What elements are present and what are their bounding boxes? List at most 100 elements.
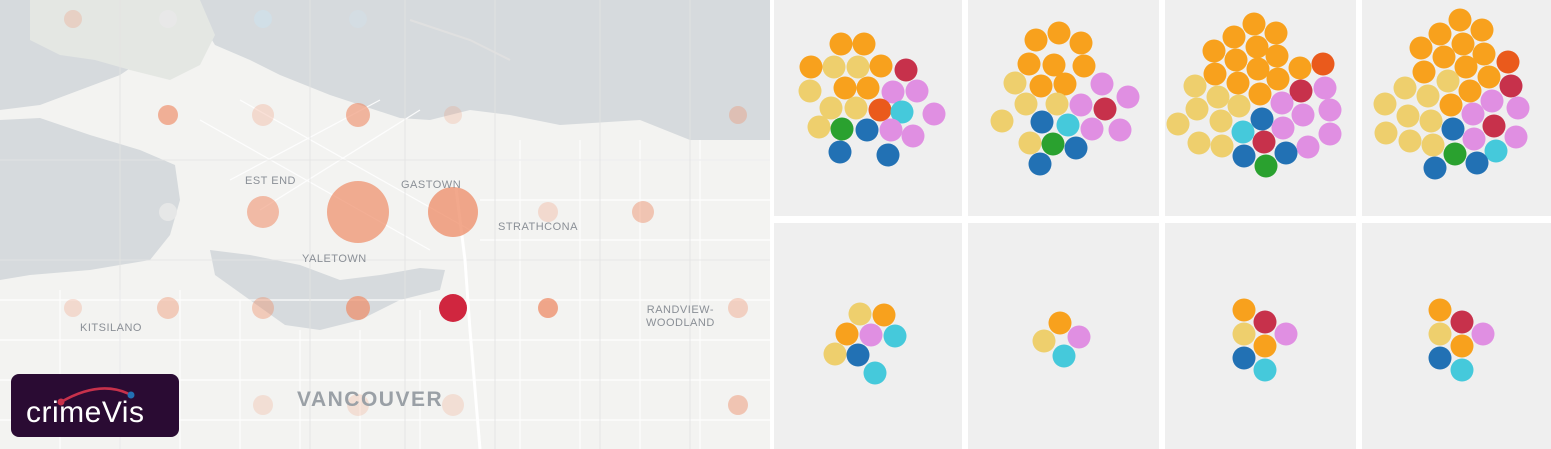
crime-marker[interactable] (327, 181, 389, 243)
cluster-bubble[interactable] (1465, 151, 1489, 175)
cluster-bubble[interactable] (894, 58, 918, 82)
cluster-bubble[interactable] (876, 143, 900, 167)
cluster-bubble[interactable] (1032, 329, 1056, 353)
crime-marker[interactable] (159, 10, 177, 28)
cluster-bubble[interactable] (1029, 74, 1053, 98)
cluster-bubble[interactable] (1069, 93, 1093, 117)
cluster-bubble[interactable] (127, 391, 135, 399)
cluster-bubble[interactable] (1428, 346, 1452, 370)
cluster-bubble[interactable] (1482, 114, 1506, 138)
cluster-bubble[interactable] (1108, 118, 1132, 142)
cluster-bubble[interactable] (1254, 154, 1278, 178)
cluster-bubble[interactable] (1248, 82, 1272, 106)
cluster-bubble[interactable] (1274, 322, 1298, 346)
cluster-bubble[interactable] (1409, 36, 1433, 60)
cluster-bubble[interactable] (1018, 131, 1042, 155)
cluster-bubble[interactable] (1245, 35, 1269, 59)
cluster-bubble[interactable] (1264, 21, 1288, 45)
cluster-bubble[interactable] (822, 55, 846, 79)
cluster-bubble[interactable] (1206, 85, 1230, 109)
cluster-bubble[interactable] (1202, 39, 1226, 63)
cluster-bubble[interactable] (855, 118, 879, 142)
cluster-bubble[interactable] (1318, 122, 1342, 146)
cluster-bubble[interactable] (1451, 32, 1475, 56)
cluster-bubble[interactable] (823, 342, 847, 366)
cluster-bubble[interactable] (844, 96, 868, 120)
cluster-bubble[interactable] (1496, 50, 1520, 74)
cluster-bubble[interactable] (799, 55, 823, 79)
cluster-bubble[interactable] (1504, 125, 1528, 149)
cluster-bubble[interactable] (1313, 76, 1337, 100)
cluster-bubble[interactable] (1048, 311, 1072, 335)
cluster-bubble[interactable] (1484, 139, 1508, 163)
cluster-bubble[interactable] (1506, 96, 1530, 120)
crime-marker[interactable] (729, 106, 747, 124)
cluster-bubble[interactable] (1477, 65, 1501, 89)
cluster-bubble[interactable] (1480, 89, 1504, 113)
cluster-bubble[interactable] (1253, 310, 1277, 334)
cluster-panel-bottom-4[interactable] (1362, 223, 1551, 449)
cluster-bubble[interactable] (1373, 92, 1397, 116)
cluster-bubble[interactable] (846, 343, 870, 367)
cluster-bubble[interactable] (1246, 57, 1270, 81)
crime-marker[interactable] (159, 203, 177, 221)
cluster-bubble[interactable] (1242, 12, 1266, 36)
cluster-bubble[interactable] (1436, 69, 1460, 93)
cluster-bubble[interactable] (1270, 91, 1294, 115)
cluster-panel-bottom-1[interactable] (774, 223, 962, 449)
cluster-bubble[interactable] (1441, 117, 1465, 141)
cluster-bubble[interactable] (868, 98, 892, 122)
cluster-bubble[interactable] (990, 109, 1014, 133)
crime-marker[interactable] (632, 201, 654, 223)
cluster-bubble[interactable] (1080, 117, 1104, 141)
cluster-bubble[interactable] (1064, 136, 1088, 160)
cluster-bubble[interactable] (835, 322, 859, 346)
cluster-bubble[interactable] (1398, 129, 1422, 153)
cluster-bubble[interactable] (1432, 45, 1456, 69)
cluster-bubble[interactable] (1187, 131, 1211, 155)
cluster-bubble[interactable] (1311, 52, 1335, 76)
cluster-bubble[interactable] (1231, 120, 1255, 144)
cluster-panel-bottom-3[interactable] (1165, 223, 1356, 449)
crime-marker[interactable] (252, 104, 274, 126)
cluster-bubble[interactable] (1471, 322, 1495, 346)
cluster-bubble[interactable] (833, 76, 857, 100)
cluster-bubble[interactable] (1203, 62, 1227, 86)
cluster-bubble[interactable] (1047, 21, 1071, 45)
cluster-bubble[interactable] (881, 80, 905, 104)
cluster-bubble[interactable] (879, 118, 903, 142)
cluster-bubble[interactable] (828, 140, 852, 164)
cluster-bubble[interactable] (807, 115, 831, 139)
cluster-bubble[interactable] (1052, 344, 1076, 368)
cluster-bubble[interactable] (1428, 322, 1452, 346)
cluster-bubble[interactable] (1443, 142, 1467, 166)
cluster-bubble[interactable] (1462, 127, 1486, 151)
cluster-bubble[interactable] (890, 100, 914, 124)
cluster-bubble[interactable] (1116, 85, 1140, 109)
cluster-bubble[interactable] (1090, 72, 1114, 96)
cluster-bubble[interactable] (1183, 74, 1207, 98)
cluster-bubble[interactable] (1421, 133, 1445, 157)
cluster-bubble[interactable] (1265, 44, 1289, 68)
crime-marker-highlight[interactable] (439, 294, 467, 322)
cluster-bubble[interactable] (856, 76, 880, 100)
cluster-bubble[interactable] (869, 54, 893, 78)
cluster-bubble[interactable] (872, 303, 896, 327)
cluster-bubble[interactable] (1416, 84, 1440, 108)
cluster-bubble[interactable] (1274, 141, 1298, 165)
cluster-bubble[interactable] (1253, 334, 1277, 358)
cluster-bubble[interactable] (1428, 22, 1452, 46)
cluster-panel-top-2[interactable] (968, 0, 1159, 216)
cluster-bubble[interactable] (1448, 8, 1472, 32)
cluster-bubble[interactable] (819, 96, 843, 120)
cluster-bubble[interactable] (1226, 71, 1250, 95)
cluster-bubble[interactable] (1271, 116, 1295, 140)
cluster-bubble[interactable] (1374, 121, 1398, 145)
cluster-bubble[interactable] (1318, 98, 1342, 122)
cluster-bubble[interactable] (1232, 144, 1256, 168)
cluster-bubble[interactable] (1458, 79, 1482, 103)
crime-marker[interactable] (349, 10, 367, 28)
cluster-bubble[interactable] (1450, 310, 1474, 334)
cluster-bubble[interactable] (852, 32, 876, 56)
cluster-bubble[interactable] (883, 324, 907, 348)
